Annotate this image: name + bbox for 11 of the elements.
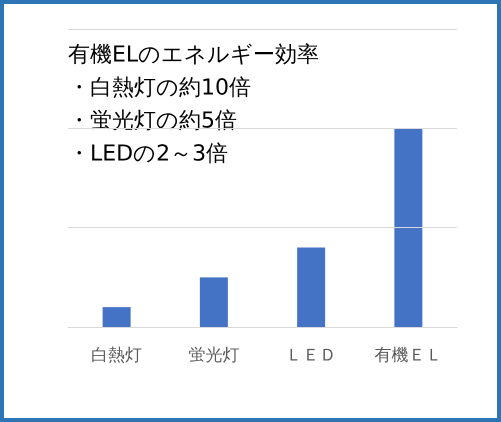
chart-title: 有機ELのエネルギー効率	[68, 42, 320, 68]
x-tick-label: 有機ＥＬ	[374, 346, 442, 366]
x-tick-label: 蛍光灯	[188, 346, 240, 366]
text: ・白熱灯の約10倍	[68, 76, 251, 100]
bar	[394, 128, 422, 327]
x-tick-label: 白熱灯	[91, 346, 142, 366]
bar	[297, 248, 326, 327]
x-tick-label: ＬＥＤ	[286, 346, 337, 366]
bar	[102, 307, 131, 327]
bar	[200, 277, 228, 327]
annotation: ・LEDの2～3倍	[68, 142, 228, 166]
